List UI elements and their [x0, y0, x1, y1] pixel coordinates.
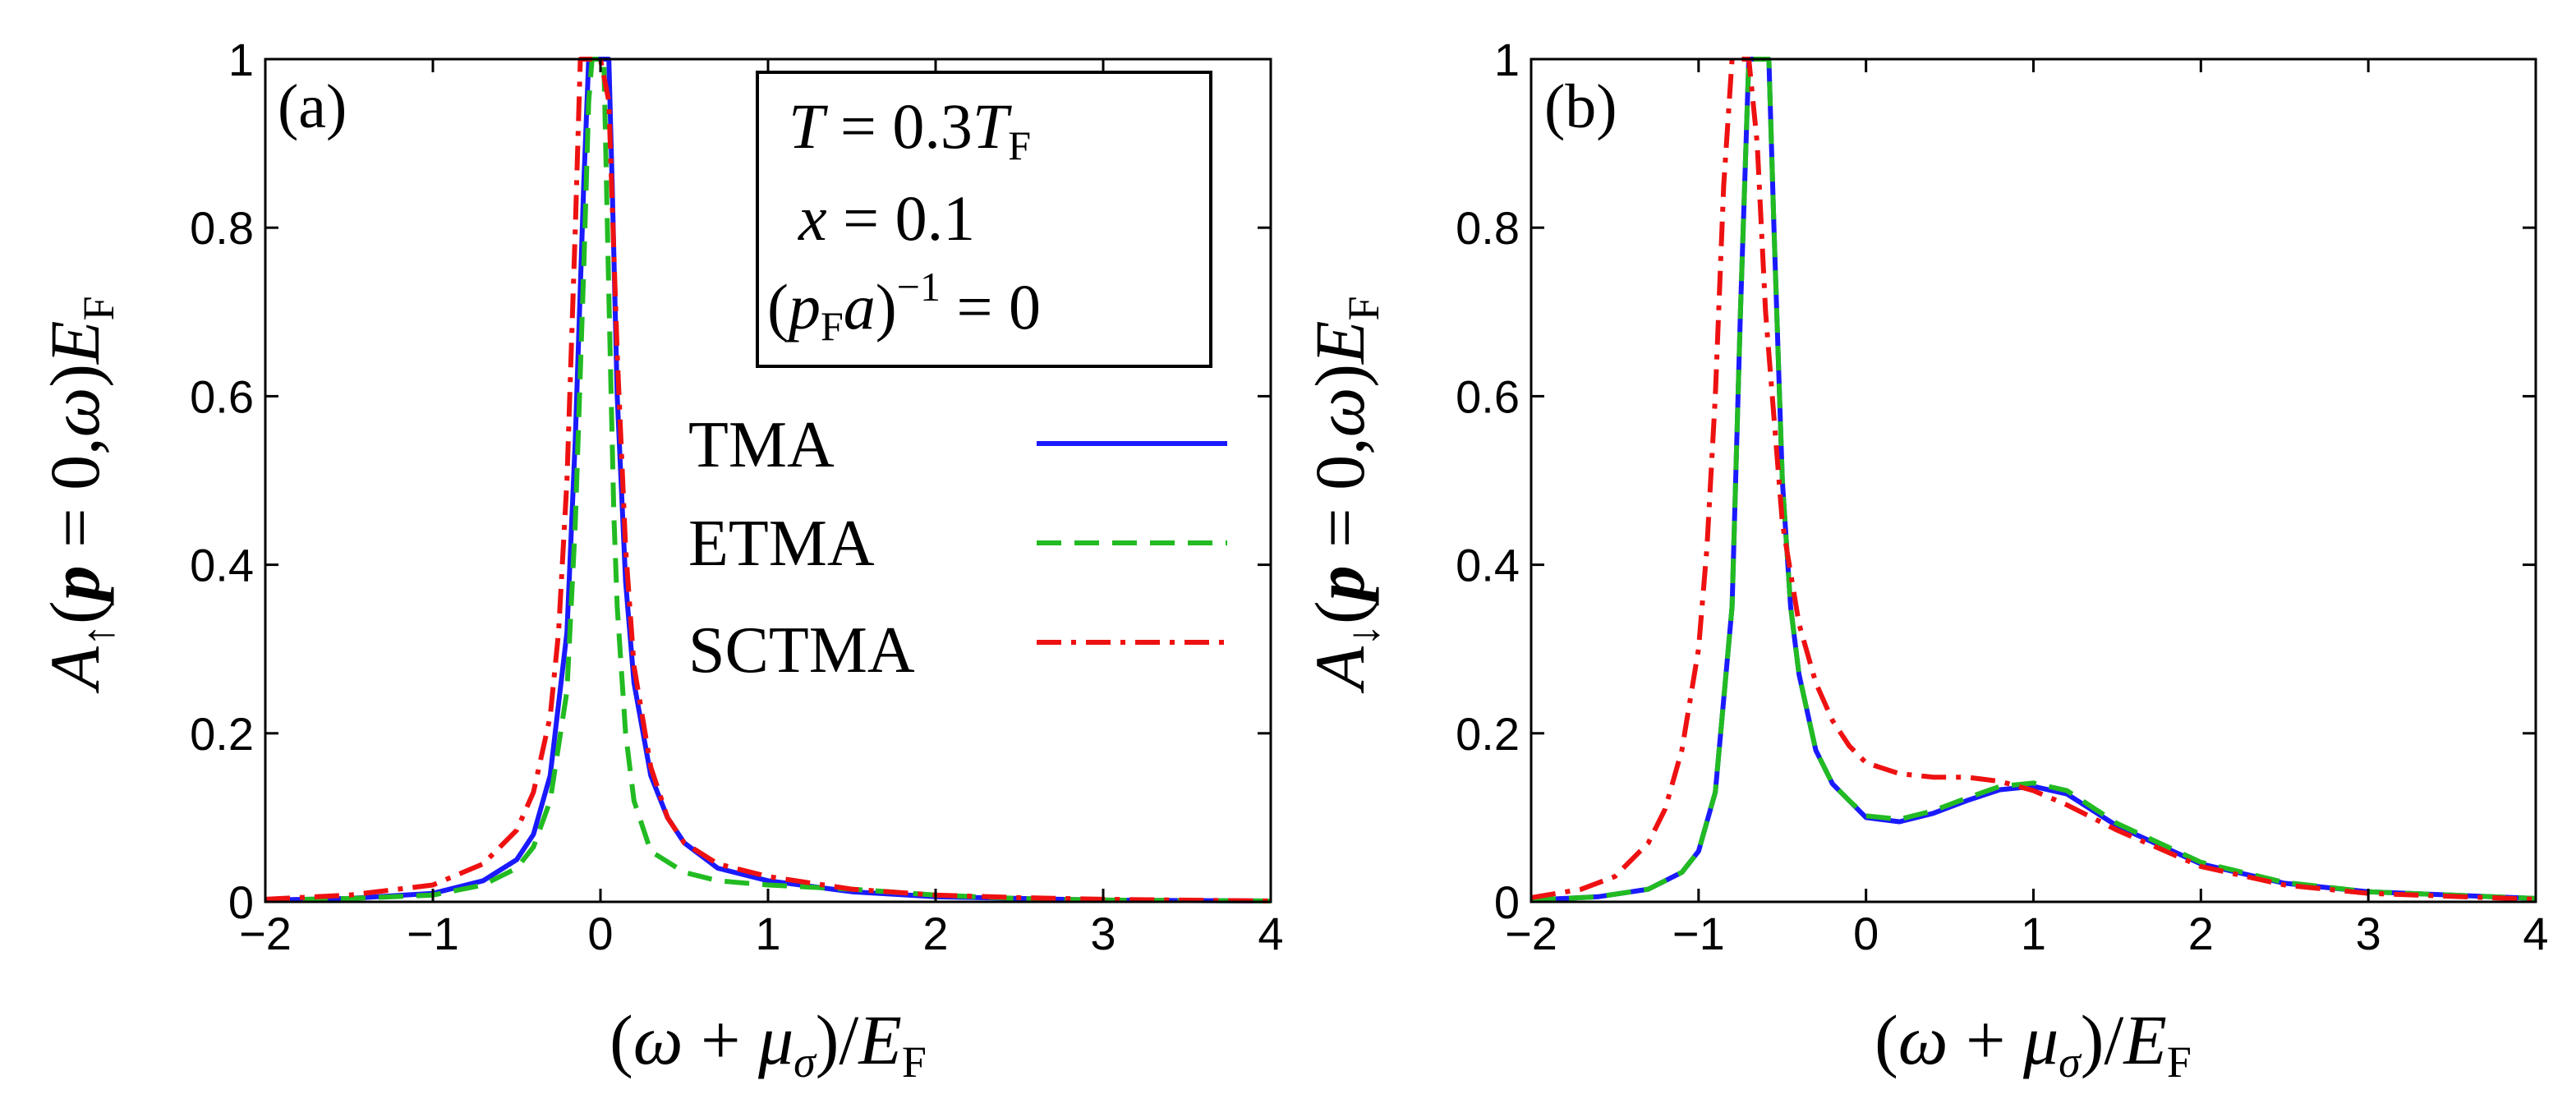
- panel-a-parameter-box: T = 0.3TF x = 0.1 (pFa)−1 = 0: [756, 71, 1212, 368]
- panel-a-series-etma: [264, 57, 1272, 903]
- panel-b-x-axis-label: (ω + μσ)/EF: [1874, 1000, 2192, 1087]
- panel-a-y-tick-label: 0.8: [190, 202, 254, 254]
- panel-b-x-tick-label: −2: [1505, 908, 1557, 959]
- panel-a-x-tick-label: 1: [755, 908, 780, 959]
- panel-b-x-tick-label: 3: [2356, 908, 2381, 959]
- param-polarization: x = 0.1: [798, 182, 975, 254]
- panel-a-y-tick-label: 0.6: [190, 370, 254, 422]
- panel-a-y-tick-label: 1: [228, 34, 254, 85]
- panel-a: −2 −1 0 1 2 3 4 0 0.2 0.4 0.6 0.8 1 (a) T = 0.3TF x …: [35, 34, 1284, 1087]
- panel-a-x-tick-label: 4: [1258, 908, 1283, 959]
- panel-b-label: (b): [1544, 72, 1617, 141]
- param-temperature: T = 0.3TF: [789, 90, 1031, 168]
- panel-a-y-tick-label: 0.4: [190, 540, 254, 591]
- legend-label-etma: ETMA: [688, 508, 875, 580]
- legend-label-tma: TMA: [688, 409, 835, 481]
- panel-a-x-axis-label: (ω + μσ)/EF: [610, 1000, 927, 1087]
- legend: TMA ETMA SCTMA: [688, 409, 1227, 687]
- panel-b-x-tick-label: 2: [2188, 908, 2214, 959]
- panel-b-y-tick-label: 0.6: [1456, 370, 1520, 422]
- panel-b-series-etma: [1530, 57, 2537, 903]
- panel-b: −2 −1 0 1 2 3 4 0 0.2 0.4 0.6 0.8 1 (b) A↓(p = 0,ω)E…: [1300, 34, 2549, 1087]
- panel-a-x-tick-label: −1: [407, 908, 459, 959]
- panel-b-x-tick-label: −1: [1672, 908, 1725, 959]
- panel-a-label: (a): [278, 72, 347, 141]
- param-coupling: (pFa)−1 = 0: [767, 264, 1041, 349]
- panel-b-y-axis-label: A↓(p = 0,ω)EF: [1300, 296, 1388, 693]
- panel-a-x-tick-label: 2: [922, 908, 948, 959]
- panel-a-y-tick-label: 0.2: [190, 708, 254, 760]
- panel-b-y-tick-label: 0: [1494, 876, 1520, 928]
- panel-b-y-tick-label: 1: [1494, 34, 1520, 85]
- panel-a-y-axis-label: A↑(p = 0,ω)EF: [35, 296, 123, 693]
- panel-a-x-tick-label: 3: [1090, 908, 1116, 959]
- panel-b-x-tick-label: 1: [2021, 908, 2046, 959]
- panel-b-series-sctma: [1530, 57, 2537, 902]
- panel-a-ticks: −2 −1 0 1 2 3 4 0 0.2 0.4 0.6 0.8 1: [190, 34, 1283, 959]
- panel-b-ticks: −2 −1 0 1 2 3 4 0 0.2 0.4 0.6 0.8 1: [1456, 34, 2548, 959]
- panel-b-y-tick-label: 0.8: [1456, 202, 1520, 254]
- legend-label-sctma: SCTMA: [688, 614, 915, 687]
- panel-b-y-tick-label: 0.4: [1456, 540, 1520, 591]
- panel-a-y-tick-label: 0: [228, 876, 254, 928]
- panel-a-x-tick-label: 0: [587, 908, 613, 959]
- panel-b-y-tick-label: 0.2: [1456, 708, 1520, 760]
- panel-b-x-tick-label: 0: [1853, 908, 1879, 959]
- panel-b-curves: [1530, 57, 2537, 903]
- panel-a-x-tick-label: −2: [239, 908, 292, 959]
- panel-b-x-tick-label: 4: [2523, 908, 2548, 959]
- panel-a-series-sctma: [264, 57, 1272, 903]
